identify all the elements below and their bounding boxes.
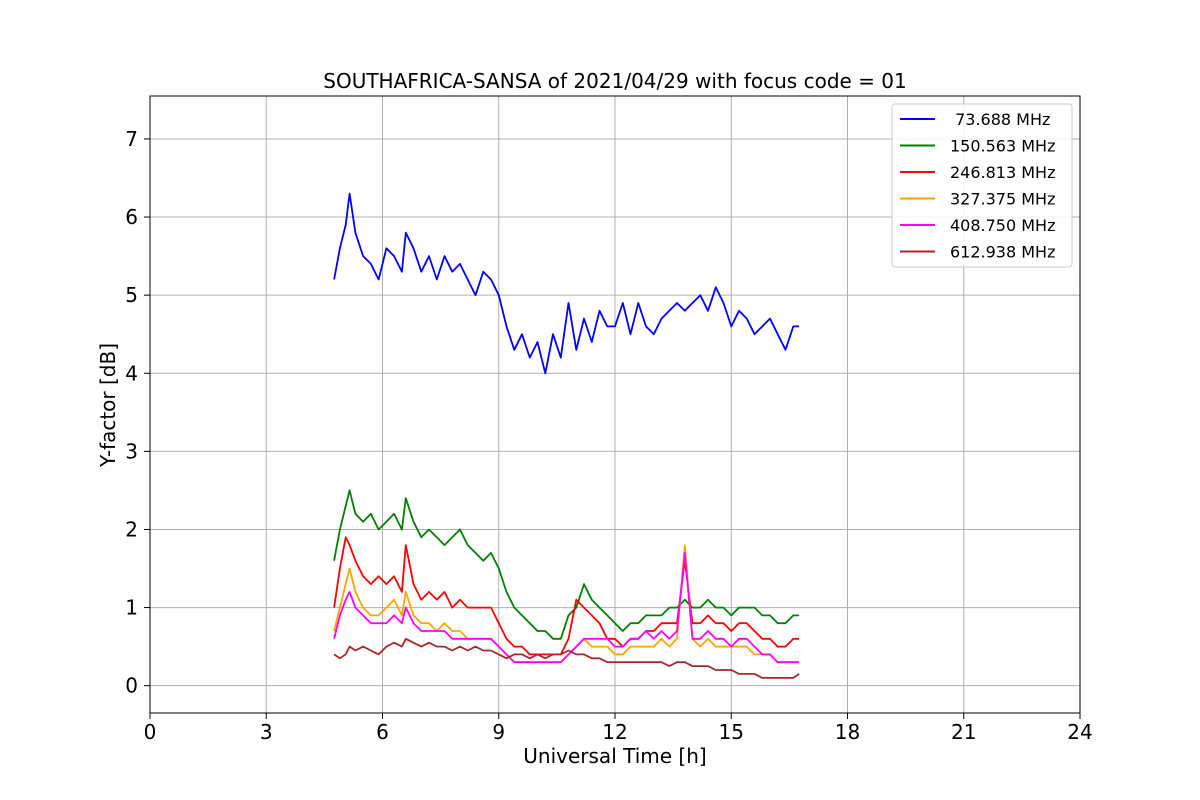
y-axis: 0 1 2 3 4 5 6 7 bbox=[125, 127, 150, 698]
x-axis: 0 3 6 9 12 15 18 21 24 bbox=[144, 713, 1093, 744]
x-tick-label: 12 bbox=[602, 720, 627, 744]
x-axis-label: Universal Time [h] bbox=[523, 744, 706, 768]
series-line-2 bbox=[333, 536, 800, 656]
series-group bbox=[333, 192, 800, 679]
x-tick-label: 9 bbox=[492, 720, 505, 744]
series-line-5 bbox=[333, 637, 800, 679]
y-axis-label: Y-factor [dB] bbox=[96, 343, 120, 468]
series-line-0 bbox=[333, 192, 800, 375]
y-tick-label: 7 bbox=[125, 127, 138, 151]
legend-label: 246.813 MHz bbox=[950, 163, 1055, 182]
legend-label: 327.375 MHz bbox=[950, 190, 1055, 209]
y-tick-label: 6 bbox=[125, 205, 138, 229]
legend-label: 150.563 MHz bbox=[950, 137, 1055, 156]
y-tick-label: 2 bbox=[125, 517, 138, 541]
legend-label: 73.688 MHz bbox=[950, 110, 1050, 129]
legend: 73.688 MHz 150.563 MHz 246.813 MHz 327.375 … bbox=[891, 103, 1073, 268]
x-tick-label: 18 bbox=[835, 720, 860, 744]
x-tick-label: 15 bbox=[719, 720, 744, 744]
series-line-4 bbox=[333, 552, 800, 664]
x-tick-label: 24 bbox=[1067, 720, 1092, 744]
legend-box bbox=[891, 103, 1073, 268]
x-tick-label: 21 bbox=[951, 720, 976, 744]
x-tick-label: 0 bbox=[144, 720, 157, 744]
y-tick-label: 3 bbox=[125, 439, 138, 463]
legend-label: 408.750 MHz bbox=[950, 216, 1055, 235]
y-tick-label: 0 bbox=[125, 674, 138, 698]
series-line-1 bbox=[333, 489, 800, 640]
grid bbox=[149, 96, 1081, 713]
y-tick-label: 4 bbox=[125, 361, 138, 385]
x-tick-label: 3 bbox=[260, 720, 273, 744]
legend-label: 612.938 MHz bbox=[950, 243, 1055, 262]
chart-title: SOUTHAFRICA-SANSA of 2021/04/29 with foc… bbox=[323, 69, 907, 93]
y-tick-label: 5 bbox=[125, 283, 138, 307]
x-tick-label: 6 bbox=[376, 720, 389, 744]
y-tick-label: 1 bbox=[125, 596, 138, 620]
